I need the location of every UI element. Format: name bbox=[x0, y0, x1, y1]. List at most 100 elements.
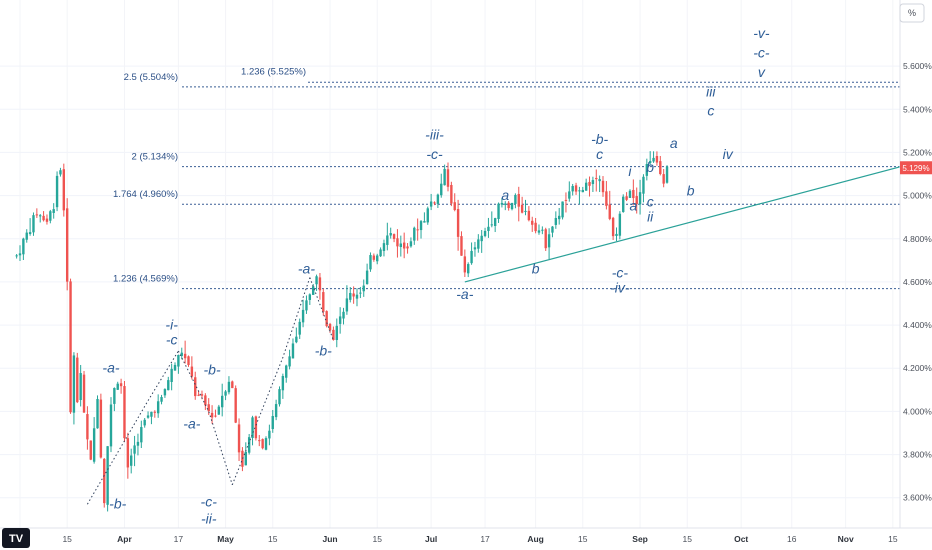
candle-body bbox=[274, 404, 278, 418]
candle-body bbox=[231, 381, 234, 389]
x-tick-label: Oct bbox=[734, 534, 748, 544]
candle-body bbox=[322, 292, 325, 312]
candle-body bbox=[564, 199, 568, 201]
candle-body bbox=[214, 415, 217, 417]
y-tick-label: 5.000% bbox=[903, 191, 932, 201]
wave-label: -ii- bbox=[201, 511, 217, 527]
wave-label: i bbox=[628, 163, 632, 179]
candle-body bbox=[537, 230, 541, 233]
candle-body bbox=[311, 286, 315, 295]
candle-body bbox=[460, 236, 463, 256]
wave-label: -c- bbox=[612, 265, 629, 281]
candle-body bbox=[638, 192, 642, 205]
candle-body bbox=[480, 235, 483, 242]
candle-body bbox=[426, 208, 429, 223]
candle-body bbox=[467, 264, 470, 274]
candle-body bbox=[76, 357, 79, 403]
grid bbox=[0, 0, 900, 528]
candle-body bbox=[402, 242, 406, 249]
candle-body bbox=[146, 415, 150, 418]
y-tick-label: 5.600% bbox=[903, 61, 932, 71]
candle-body bbox=[156, 401, 160, 414]
candle-body bbox=[177, 354, 180, 367]
candle-body bbox=[153, 411, 156, 413]
candle-body bbox=[79, 373, 82, 401]
candle-body bbox=[217, 406, 221, 415]
candle-body bbox=[443, 168, 446, 186]
unit-label: % bbox=[908, 8, 916, 18]
x-tick-label: 17 bbox=[174, 534, 184, 544]
candle-body bbox=[268, 430, 271, 439]
candle-body bbox=[62, 169, 66, 211]
candle-body bbox=[419, 221, 423, 231]
candle-body bbox=[389, 233, 392, 236]
candle-body bbox=[42, 215, 45, 221]
wave-label: -b- bbox=[109, 496, 126, 512]
candle-body bbox=[598, 179, 601, 182]
candle-body bbox=[204, 395, 207, 406]
candle-body bbox=[558, 215, 561, 220]
candle-body bbox=[237, 424, 241, 453]
candle-body bbox=[652, 157, 655, 162]
candle-body bbox=[133, 445, 136, 454]
candle-body bbox=[197, 394, 200, 396]
x-tick-label: May bbox=[217, 534, 234, 544]
candle-body bbox=[362, 285, 365, 292]
wave-count-line bbox=[86, 350, 179, 505]
candle-body bbox=[507, 202, 510, 209]
candle-body bbox=[325, 311, 328, 327]
wave-label: -iv- bbox=[610, 280, 630, 296]
candle-body bbox=[295, 336, 298, 343]
wave-label: v bbox=[758, 64, 766, 80]
x-tick-label: Sep bbox=[632, 534, 648, 544]
candle-body bbox=[28, 232, 32, 234]
candle-body bbox=[227, 381, 231, 393]
candle-body bbox=[345, 298, 349, 312]
candle-body bbox=[123, 386, 126, 439]
wave-label: iv bbox=[723, 146, 734, 162]
candle-body bbox=[665, 166, 669, 183]
wave-label: -c bbox=[166, 332, 178, 348]
candle-body bbox=[116, 383, 119, 390]
tradingview-logo[interactable]: TV bbox=[2, 528, 30, 548]
candle-body bbox=[544, 229, 547, 249]
candle-body bbox=[493, 218, 497, 226]
candle-body bbox=[52, 209, 55, 213]
x-tick-label: Nov bbox=[838, 534, 854, 544]
candle-body bbox=[662, 174, 665, 184]
wave-label: -a- bbox=[298, 260, 315, 276]
candle-body bbox=[224, 391, 227, 396]
candle-body bbox=[450, 184, 453, 204]
candle-body bbox=[453, 202, 456, 211]
candle-body bbox=[106, 446, 109, 505]
candle-body bbox=[342, 311, 345, 319]
candle-body bbox=[473, 247, 477, 250]
price-axis[interactable]: 3.600% 3.800% 4.000% 4.200% 4.400% 4.600% 4.80… bbox=[900, 0, 932, 528]
unit-box[interactable]: % bbox=[899, 3, 925, 23]
candle-body bbox=[130, 455, 133, 466]
candle-body bbox=[86, 414, 89, 440]
candle-body bbox=[244, 451, 247, 466]
candle-body bbox=[635, 196, 638, 205]
wave-count-line bbox=[231, 277, 311, 485]
wave-label: b bbox=[532, 260, 540, 276]
candle-body bbox=[534, 222, 537, 232]
candle-body bbox=[160, 397, 163, 402]
wave-label: -c- bbox=[753, 44, 770, 60]
candle-body bbox=[247, 437, 251, 453]
x-tick-label: 15 bbox=[268, 534, 278, 544]
price-axis-background bbox=[900, 0, 932, 528]
candle-body bbox=[645, 163, 649, 176]
candle-body bbox=[35, 214, 39, 216]
wave-label: ii bbox=[647, 208, 654, 224]
candle-body bbox=[55, 175, 59, 208]
fib-level-label: 1.764 (4.960%) bbox=[113, 189, 178, 200]
candle-body bbox=[531, 220, 534, 225]
candle-body bbox=[561, 201, 564, 218]
candle-body bbox=[517, 193, 520, 207]
candle-body bbox=[463, 256, 467, 273]
candle-body bbox=[89, 440, 92, 460]
wave-label: b bbox=[687, 183, 695, 199]
y-tick-label: 4.600% bbox=[903, 277, 932, 287]
x-tick-label: Aug bbox=[527, 534, 544, 544]
